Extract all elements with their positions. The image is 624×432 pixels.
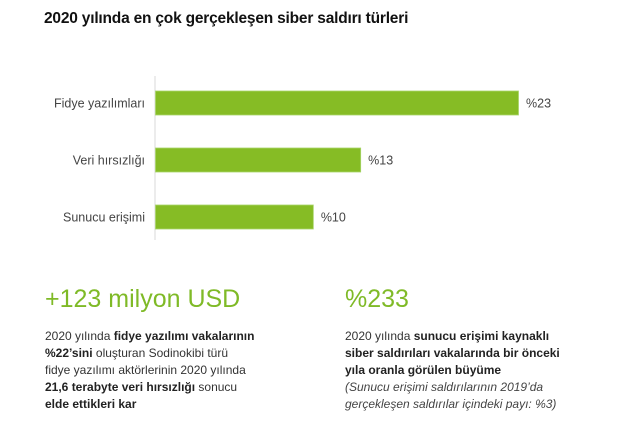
text-segment: %22’sini	[45, 346, 93, 360]
description-line: yıla oranla görülen büyüme	[345, 362, 585, 379]
text-segment: 21,6 terabyte veri hırsızlığı	[45, 380, 196, 394]
text-segment: fidye yazılımı vakalarının	[113, 329, 255, 343]
stat-headline-server-access-growth: %233	[345, 285, 409, 313]
description-line: (Sunucu erişimi saldırılarının 2019’da	[345, 379, 585, 396]
stat-description-ransomware: 2020 yılında fidye yazılımı vakalarının%…	[45, 328, 275, 413]
description-line: 2020 yılında fidye yazılımı vakalarının	[45, 328, 275, 345]
bar-1	[155, 147, 362, 173]
category-label: Fidye yazılımları	[54, 97, 145, 111]
stat-description-server-access: 2020 yılında sunucu erişimi kaynaklı sibe…	[345, 328, 585, 413]
chart-title: 2020 yılında en çok gerçekleşen siber sa…	[44, 10, 409, 27]
category-label: Sunucu erişimi	[63, 211, 145, 225]
stat-headline-ransomware-profit: +123 milyon USD	[45, 285, 241, 313]
text-segment: (Sunucu erişimi saldırılarının 2019’da	[345, 380, 544, 394]
text-segment: yıla oranla görülen büyüme	[345, 363, 502, 377]
description-line: %22’sini oluşturan Sodinokibi türü	[45, 345, 275, 362]
bar-0	[155, 90, 519, 116]
bar-chart: Fidye yazılımları %23 Veri hırsızlığı %13 Su…	[54, 76, 551, 240]
text-segment: sunucu erişimi kaynaklı	[413, 329, 550, 343]
description-line: fidye yazılımı aktörlerinin 2020 yılında	[45, 362, 275, 379]
text-segment: siber saldırıları vakalarında bir önceki	[345, 346, 560, 360]
text-segment: 2020 yılında	[345, 329, 414, 343]
text-segment: fidye yazılımı aktörlerinin 2020 yılında	[45, 363, 246, 377]
description-line: siber saldırıları vakalarında bir önceki	[345, 345, 585, 362]
text-segment: 2020 yılında	[45, 329, 114, 343]
text-segment: elde ettikleri kar	[45, 397, 137, 411]
description-line: 21,6 terabyte veri hırsızlığı sonucu	[45, 379, 275, 396]
value-label: %13	[368, 154, 393, 168]
description-line: 2020 yılında sunucu erişimi kaynaklı	[345, 328, 585, 345]
bar-2	[155, 204, 314, 230]
description-line: gerçekleşen saldırılar içindeki payı: %3…	[345, 396, 585, 413]
value-label: %10	[321, 211, 346, 225]
description-line: elde ettikleri kar	[45, 396, 275, 413]
text-segment: sonucu	[195, 380, 238, 394]
text-segment: oluşturan Sodinokibi türü	[92, 346, 228, 360]
category-label: Veri hırsızlığı	[73, 154, 145, 168]
text-segment: gerçekleşen saldırılar içindeki payı: %3…	[345, 397, 557, 411]
value-label: %23	[526, 97, 551, 111]
